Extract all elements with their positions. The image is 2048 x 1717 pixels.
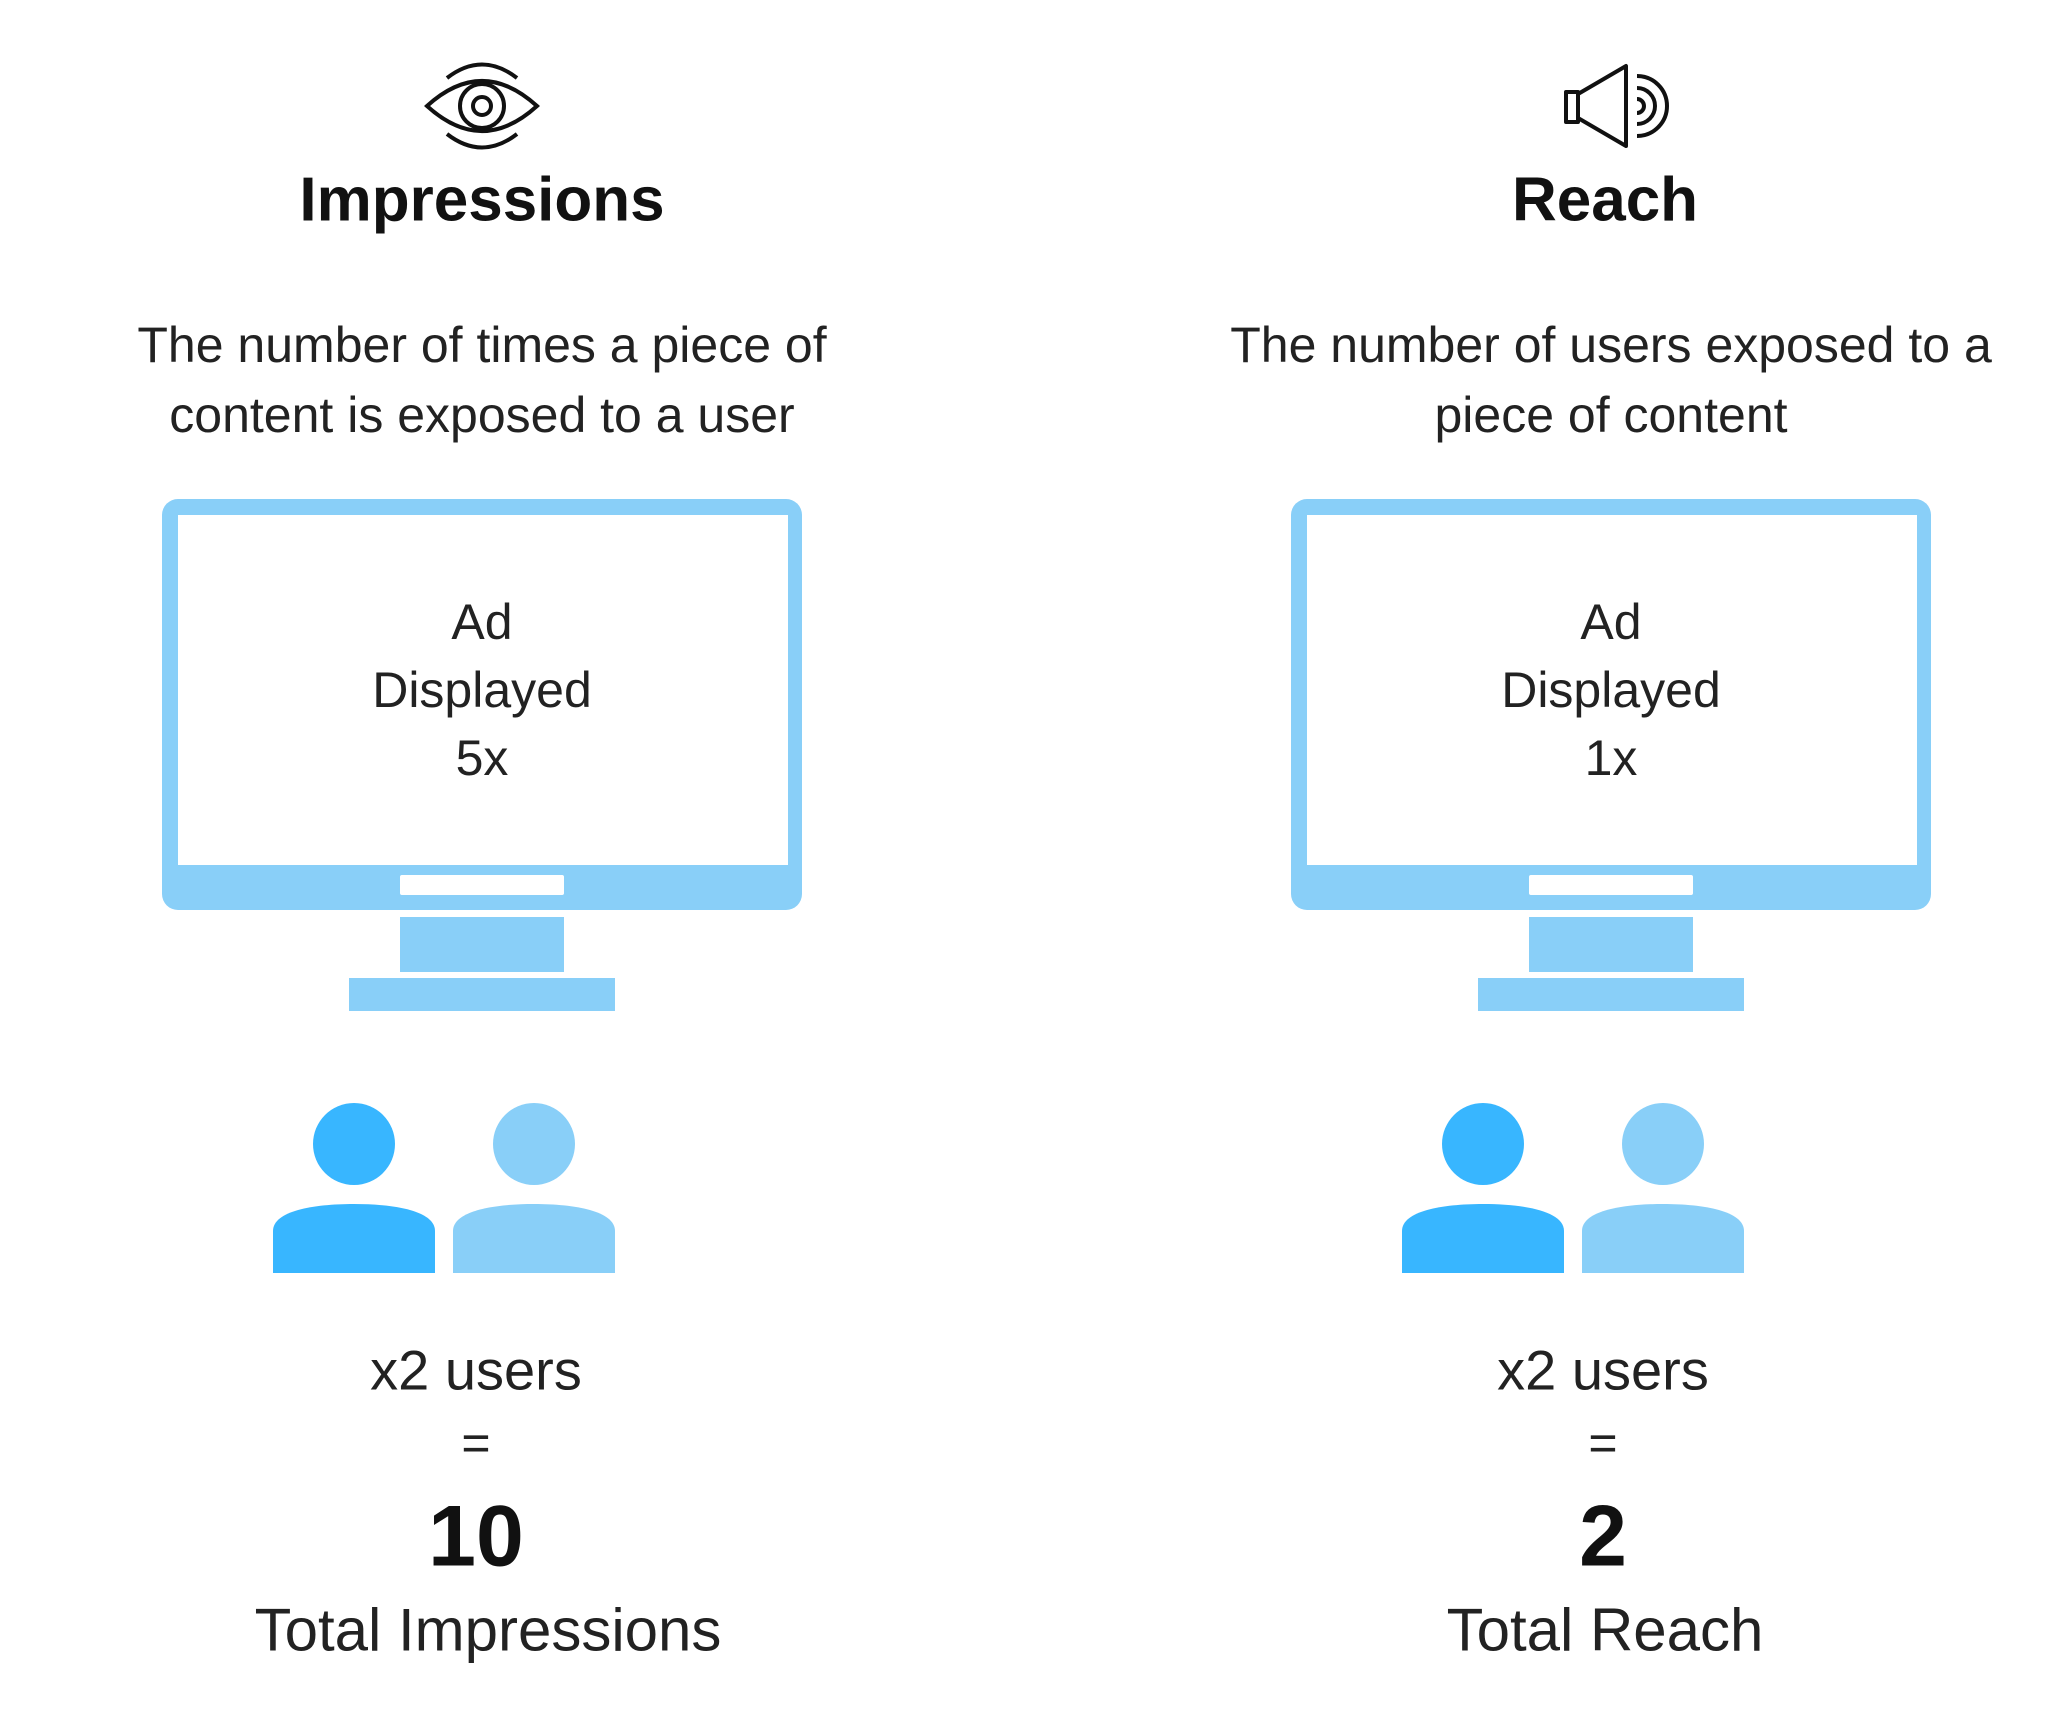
- total-value: 2: [1579, 1488, 1627, 1585]
- screen-text: Ad Displayed 5x: [372, 588, 592, 792]
- metric-title: Reach: [1511, 165, 1699, 235]
- speaker-icon: [1564, 64, 1669, 148]
- description-line: content is exposed to a user: [169, 387, 795, 443]
- total-label: Total Impressions: [254, 1596, 722, 1664]
- monitor-illustration: [1291, 499, 1931, 1011]
- user-icon: [1442, 1103, 1524, 1185]
- users-count: x2 users: [1497, 1338, 1709, 1402]
- screen-text-line: Ad: [451, 594, 513, 650]
- equals-sign: =: [1588, 1415, 1618, 1471]
- screen-text: Ad Displayed 1x: [1501, 588, 1721, 792]
- monitor-illustration: [162, 499, 802, 1011]
- metric-title: Impressions: [299, 165, 665, 235]
- user-icon: [1622, 1103, 1704, 1185]
- user-icon: [493, 1103, 575, 1185]
- description-line: The number of users exposed to a: [1230, 317, 1992, 373]
- users-count: x2 users: [370, 1338, 582, 1402]
- user-body: [273, 1204, 435, 1273]
- user-body: [453, 1204, 615, 1273]
- user-icon: [313, 1103, 395, 1185]
- screen-text-line: Ad: [1580, 594, 1642, 650]
- users-illustration: [1402, 1103, 1744, 1273]
- description-line: piece of content: [1434, 387, 1788, 443]
- screen-text-line: Displayed: [372, 662, 592, 718]
- description-line: The number of times a piece of: [137, 317, 827, 373]
- metric-description: The number of users exposed to a piece of…: [1230, 310, 1992, 450]
- total-value: 10: [428, 1488, 524, 1585]
- screen-text-line: 1x: [1584, 730, 1638, 786]
- screen-text-line: 5x: [455, 730, 509, 786]
- screen-text-line: Displayed: [1501, 662, 1721, 718]
- user-body: [1402, 1204, 1564, 1273]
- user-body: [1582, 1204, 1744, 1273]
- metric-description: The number of times a piece of content is…: [137, 310, 826, 450]
- users-illustration: [273, 1103, 615, 1273]
- eye-icon: [424, 62, 540, 150]
- equals-sign: =: [461, 1415, 491, 1471]
- total-label: Total Reach: [1446, 1596, 1764, 1664]
